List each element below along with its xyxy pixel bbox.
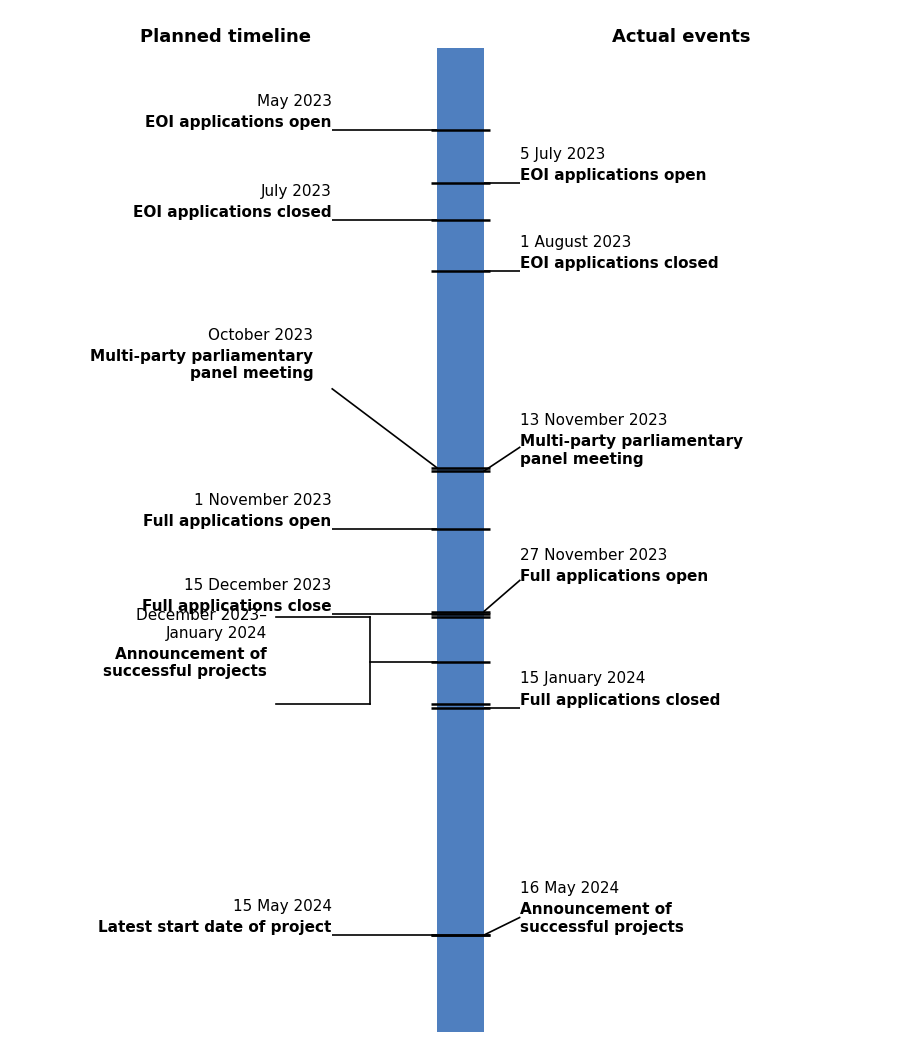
Text: EOI applications open: EOI applications open [146,115,332,130]
Text: EOI applications closed: EOI applications closed [520,256,719,271]
Text: EOI applications closed: EOI applications closed [133,205,332,220]
Text: 5 July 2023: 5 July 2023 [520,147,606,162]
Text: EOI applications open: EOI applications open [520,168,706,183]
Text: 15 May 2024: 15 May 2024 [233,899,332,914]
Text: 15 December 2023: 15 December 2023 [184,578,332,593]
Text: Latest start date of project: Latest start date of project [99,920,332,935]
Text: Full applications open: Full applications open [144,514,332,529]
Text: Full applications close: Full applications close [142,599,332,614]
Text: 27 November 2023: 27 November 2023 [520,548,668,563]
Text: Full applications closed: Full applications closed [520,693,721,708]
Text: Full applications open: Full applications open [520,569,708,584]
Text: May 2023: May 2023 [257,94,332,109]
Text: Announcement of
successful projects: Announcement of successful projects [103,647,267,679]
Text: 13 November 2023: 13 November 2023 [520,413,668,428]
Text: Multi-party parliamentary
panel meeting: Multi-party parliamentary panel meeting [520,434,743,466]
Text: October 2023: October 2023 [208,328,313,343]
Text: 1 November 2023: 1 November 2023 [193,493,332,508]
Text: December 2023–
January 2024: December 2023– January 2024 [136,609,267,641]
Text: 15 January 2024: 15 January 2024 [520,671,646,686]
Text: 16 May 2024: 16 May 2024 [520,881,620,896]
Text: Multi-party parliamentary
panel meeting: Multi-party parliamentary panel meeting [90,349,313,381]
Text: Announcement of
successful projects: Announcement of successful projects [520,902,684,934]
Text: 1 August 2023: 1 August 2023 [520,235,632,250]
Bar [437,48,484,1032]
Text: July 2023: July 2023 [261,184,332,199]
Text: Planned timeline: Planned timeline [140,29,311,46]
Text: Actual events: Actual events [612,29,751,46]
